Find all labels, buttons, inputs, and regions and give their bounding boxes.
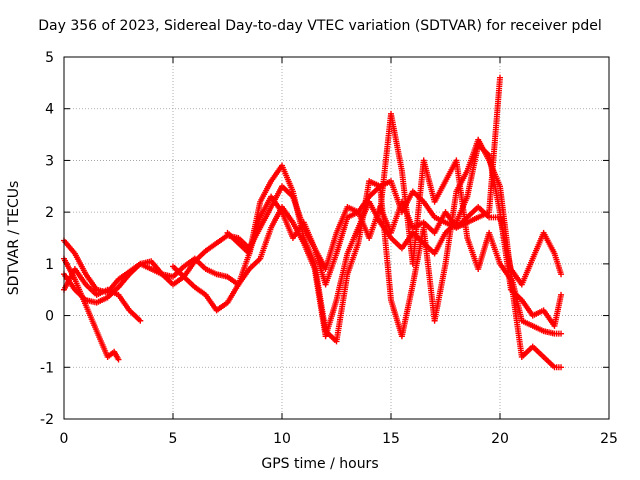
series-track-6 bbox=[224, 136, 565, 345]
data-point bbox=[558, 271, 565, 278]
plot-frame bbox=[63, 56, 610, 420]
y-tick-label: -2 bbox=[40, 412, 54, 428]
x-tick-label: 15 bbox=[382, 431, 400, 447]
series-track-7 bbox=[377, 110, 565, 371]
y-tick-label: 0 bbox=[45, 309, 54, 325]
y-tick-label: 1 bbox=[45, 257, 54, 273]
data-point bbox=[115, 356, 122, 363]
grid bbox=[63, 56, 610, 420]
series-track-5 bbox=[170, 141, 565, 340]
y-tick-label: 4 bbox=[45, 102, 54, 118]
y-tick-label: 5 bbox=[45, 50, 54, 66]
data-point bbox=[137, 317, 144, 324]
y-tick-label: 3 bbox=[45, 153, 54, 169]
data-point bbox=[558, 291, 565, 298]
x-axis-label: GPS time / hours bbox=[261, 456, 379, 472]
data-point bbox=[558, 330, 565, 337]
chart-title: Day 356 of 2023, Sidereal Day-to-day VTE… bbox=[38, 18, 602, 34]
y-tick-label: -1 bbox=[40, 360, 54, 376]
series-track-3 bbox=[61, 74, 503, 296]
series-track-1 bbox=[61, 255, 122, 363]
data-point bbox=[558, 364, 565, 371]
x-tick-label: 20 bbox=[491, 431, 509, 447]
tick-labels: 0 5 10 15 20 25 -2 -1 0 1 2 3 4 5 bbox=[40, 50, 618, 447]
data-point bbox=[497, 74, 503, 81]
data-marks bbox=[61, 74, 565, 371]
x-tick-label: 10 bbox=[273, 431, 291, 447]
x-tick-label: 25 bbox=[600, 431, 618, 447]
y-tick-label: 2 bbox=[45, 205, 54, 221]
x-tick-label: 5 bbox=[169, 431, 178, 447]
x-tick-label: 0 bbox=[60, 431, 69, 447]
